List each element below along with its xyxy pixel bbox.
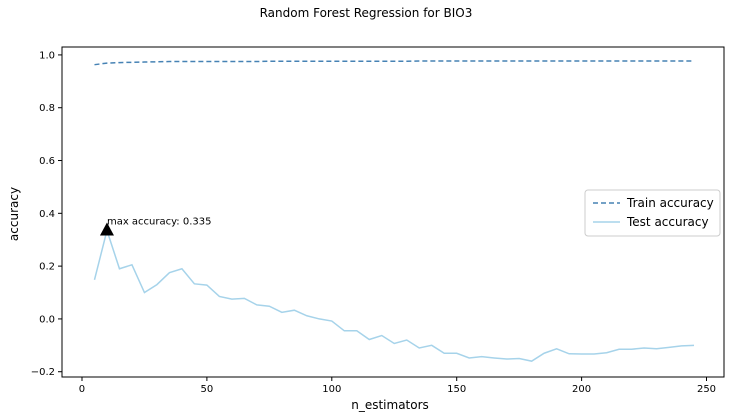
max-marker-triangle [99, 222, 114, 236]
max-annotation: max accuracy: 0.335 [99, 216, 212, 236]
series-line-train [94, 60, 695, 66]
x-tick-label: 0 [79, 384, 85, 395]
y-tick-label: 0.8 [39, 103, 55, 114]
series-line-test [93, 227, 695, 362]
y-tick-label: 0.0 [39, 314, 55, 325]
x-tick-label: 100 [322, 384, 341, 395]
x-tick-label: 150 [447, 384, 466, 395]
plot-area [93, 60, 695, 362]
x-axis: 0 50 100 150 200 250 [79, 377, 716, 395]
y-axis: −0.2 0.0 0.2 0.4 0.6 0.8 1.0 [31, 50, 62, 378]
y-tick-label: 0.6 [39, 156, 55, 167]
x-axis-label: n_estimators [351, 398, 429, 412]
y-tick-label: −0.2 [31, 367, 55, 378]
y-tick-label: 1.0 [39, 50, 55, 61]
y-tick-label: 0.4 [39, 209, 55, 220]
y-axis-label: accuracy [7, 187, 21, 241]
x-tick-label: 200 [572, 384, 591, 395]
legend-label-test: Test accuracy [626, 215, 709, 229]
max-annotation-text: max accuracy: 0.335 [107, 216, 212, 227]
legend-box [584, 189, 721, 237]
x-tick-label: 250 [697, 384, 716, 395]
chart-title: Random Forest Regression for BIO3 [260, 6, 473, 20]
y-tick-label: 0.2 [39, 262, 55, 273]
axes-frame [61, 46, 725, 378]
legend: Train accuracy Test accuracy [584, 189, 721, 237]
legend-label-train: Train accuracy [626, 196, 714, 210]
x-tick-label: 50 [201, 384, 214, 395]
